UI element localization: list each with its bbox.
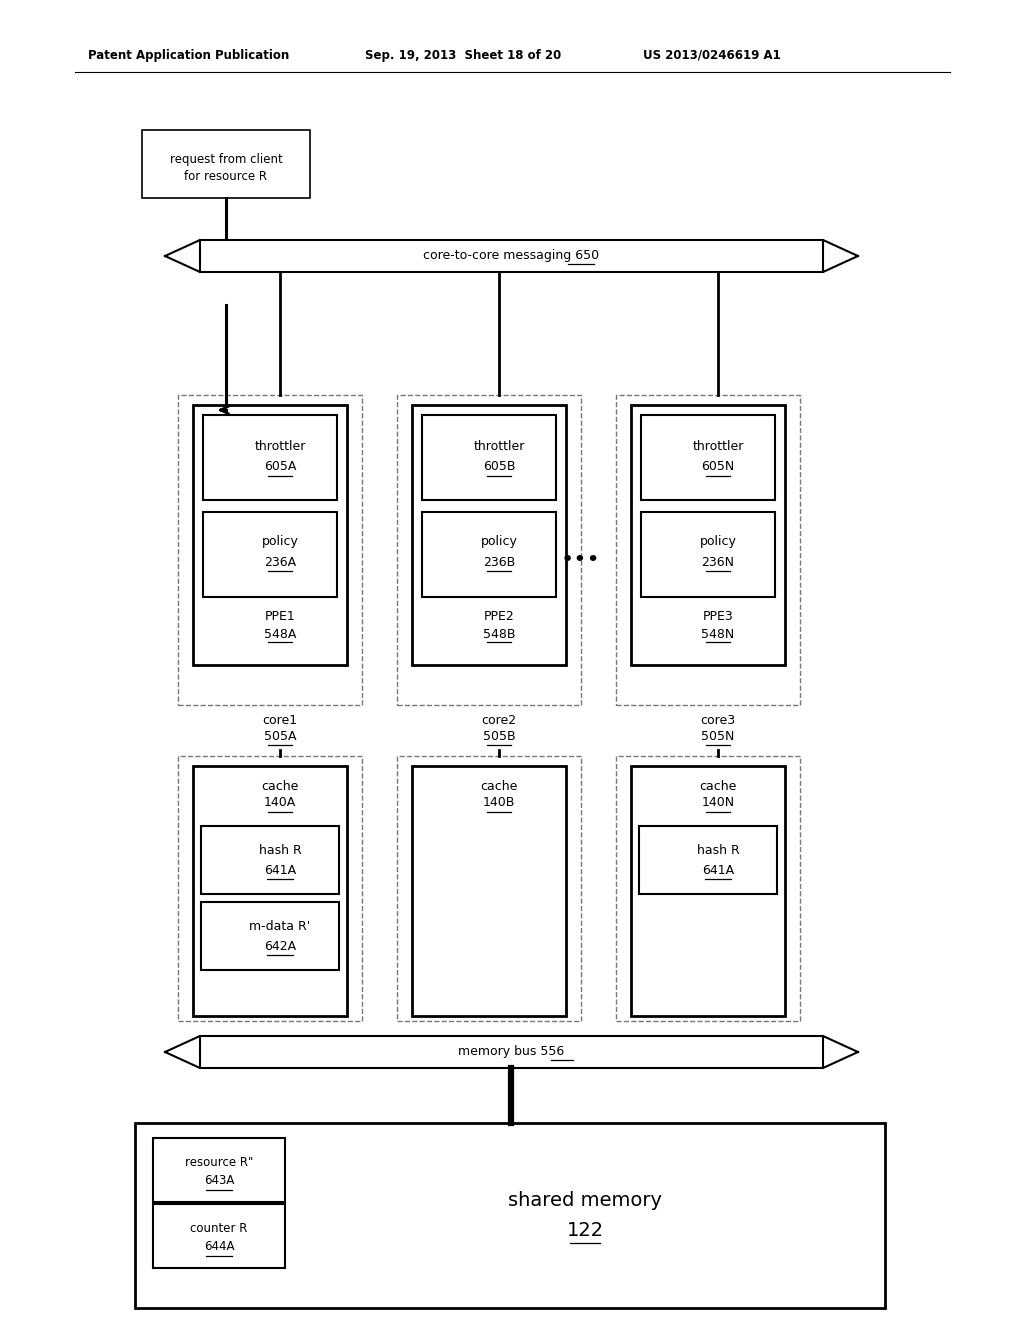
Bar xyxy=(412,766,566,1016)
Bar xyxy=(631,766,785,1016)
Bar xyxy=(178,756,362,1020)
Text: core1: core1 xyxy=(262,714,298,726)
Text: core-to-core messaging 650: core-to-core messaging 650 xyxy=(424,249,600,263)
Text: shared memory: shared memory xyxy=(508,1191,662,1210)
Text: hash R: hash R xyxy=(696,845,739,858)
Bar xyxy=(422,414,556,500)
Text: policy: policy xyxy=(480,536,517,549)
Text: core2: core2 xyxy=(481,714,516,726)
Text: policy: policy xyxy=(699,536,736,549)
Text: 642A: 642A xyxy=(264,940,296,953)
Text: memory bus 556: memory bus 556 xyxy=(459,1045,564,1059)
Text: 140A: 140A xyxy=(264,796,296,809)
Text: m-data R': m-data R' xyxy=(250,920,310,933)
Text: Sep. 19, 2013  Sheet 18 of 20: Sep. 19, 2013 Sheet 18 of 20 xyxy=(365,49,561,62)
Text: 643A: 643A xyxy=(204,1175,234,1188)
Bar xyxy=(201,902,339,970)
Bar xyxy=(153,1204,285,1269)
Bar xyxy=(616,395,800,705)
Bar xyxy=(397,756,581,1020)
Bar xyxy=(135,1123,885,1308)
Text: Patent Application Publication: Patent Application Publication xyxy=(88,49,289,62)
Text: US 2013/0246619 A1: US 2013/0246619 A1 xyxy=(643,49,780,62)
Text: core3: core3 xyxy=(700,714,735,726)
Bar xyxy=(616,756,800,1020)
Text: 505A: 505A xyxy=(264,730,296,743)
Text: for resource R: for resource R xyxy=(184,169,267,182)
Bar xyxy=(178,395,362,705)
Text: 548B: 548B xyxy=(482,627,515,640)
Text: 605N: 605N xyxy=(701,461,734,474)
Text: throttler: throttler xyxy=(473,441,524,454)
Text: PPE2: PPE2 xyxy=(483,610,514,623)
Bar xyxy=(641,414,775,500)
Bar xyxy=(153,1138,285,1203)
Bar xyxy=(639,826,777,894)
Bar xyxy=(631,405,785,665)
Text: 641A: 641A xyxy=(264,863,296,876)
Text: 605A: 605A xyxy=(264,461,296,474)
Text: 644A: 644A xyxy=(204,1241,234,1254)
Text: request from client: request from client xyxy=(170,153,283,166)
Bar xyxy=(422,512,556,597)
Text: 548A: 548A xyxy=(264,627,296,640)
Bar xyxy=(201,826,339,894)
Bar xyxy=(193,405,347,665)
Text: 505N: 505N xyxy=(701,730,734,743)
Text: cache: cache xyxy=(261,780,299,792)
Bar xyxy=(142,129,310,198)
Text: 236B: 236B xyxy=(483,556,515,569)
Bar xyxy=(412,405,566,665)
Text: PPE1: PPE1 xyxy=(264,610,295,623)
Text: 140N: 140N xyxy=(701,796,734,809)
Text: 605B: 605B xyxy=(482,461,515,474)
Bar xyxy=(641,512,775,597)
Bar xyxy=(397,395,581,705)
Text: cache: cache xyxy=(480,780,518,792)
Bar xyxy=(203,512,337,597)
Bar xyxy=(203,414,337,500)
Text: 122: 122 xyxy=(566,1221,603,1241)
Text: counter R: counter R xyxy=(190,1221,248,1234)
Text: cache: cache xyxy=(699,780,736,792)
Text: 548N: 548N xyxy=(701,627,734,640)
Text: policy: policy xyxy=(261,536,298,549)
Text: 236A: 236A xyxy=(264,556,296,569)
Text: throttler: throttler xyxy=(692,441,743,454)
Text: 505B: 505B xyxy=(482,730,515,743)
Text: resource R": resource R" xyxy=(184,1155,253,1168)
Bar xyxy=(193,766,347,1016)
Text: PPE3: PPE3 xyxy=(702,610,733,623)
Text: throttler: throttler xyxy=(254,441,306,454)
Text: 641A: 641A xyxy=(701,863,734,876)
Text: •••: ••• xyxy=(560,550,600,570)
Text: 140B: 140B xyxy=(482,796,515,809)
Text: hash R: hash R xyxy=(259,845,301,858)
Text: 236N: 236N xyxy=(701,556,734,569)
